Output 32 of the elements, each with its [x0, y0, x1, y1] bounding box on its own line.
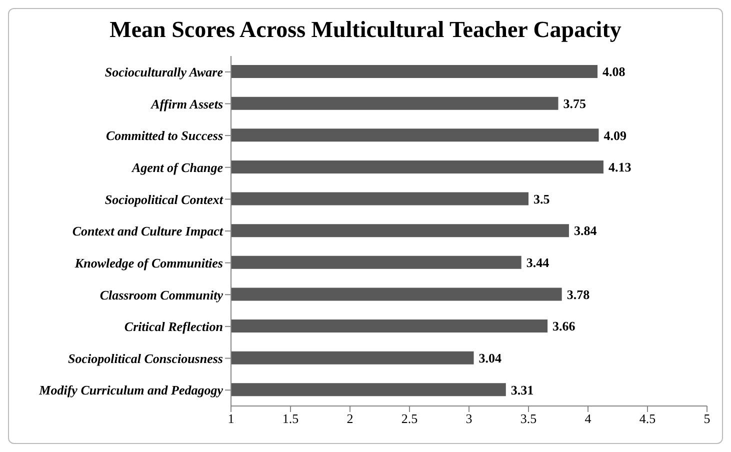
x-tick-label: 2	[346, 411, 354, 426]
data-label: 3.84	[574, 223, 598, 238]
data-label: 3.78	[566, 286, 590, 302]
x-tick-label: 5	[704, 411, 710, 426]
x-tick-label: 1	[228, 411, 234, 426]
data-label: 3.04	[478, 350, 502, 366]
data-label: 3.66	[552, 318, 576, 334]
x-tick-label: 4	[584, 411, 592, 426]
y-tick-label: Critical Reflection	[124, 319, 223, 334]
y-tick-label: Committed to Success	[106, 128, 223, 144]
y-tick-label: Affirm Assets	[150, 96, 223, 112]
y-tick-label: Sociopolitical Context	[104, 192, 224, 207]
y-tick-label: Agent of Change	[130, 160, 224, 175]
data-label: 4.13	[608, 160, 632, 175]
x-tick-label: 3	[466, 411, 472, 426]
y-tick-label: Socioculturally Aware	[104, 64, 224, 80]
y-tick-label: Sociopolitical Consciousness	[68, 350, 223, 366]
data-label: 3.75	[563, 96, 586, 111]
data-label: 4.09	[604, 128, 627, 143]
chart-title: Mean Scores Across Multicultural Teacher Capacity	[108, 17, 622, 44]
y-tick-label: Context and Culture Impact	[72, 224, 224, 239]
data-label: 3.5	[534, 191, 550, 206]
data-label: 3.31	[510, 382, 534, 398]
x-tick-label: 4.5	[639, 411, 656, 426]
y-tick-label: Classroom Community	[100, 287, 224, 302]
data-label: 3.44	[526, 255, 550, 270]
y-tick-label: Knowledge of Communities	[74, 255, 223, 270]
x-tick-label: 2.5	[401, 411, 418, 426]
data-label: 4.08	[602, 64, 626, 80]
x-tick-label: 1.5	[282, 411, 299, 426]
x-tick-label: 3.5	[520, 411, 537, 426]
y-tick-label: Modify Curriculum and Pedagogy	[38, 382, 224, 398]
